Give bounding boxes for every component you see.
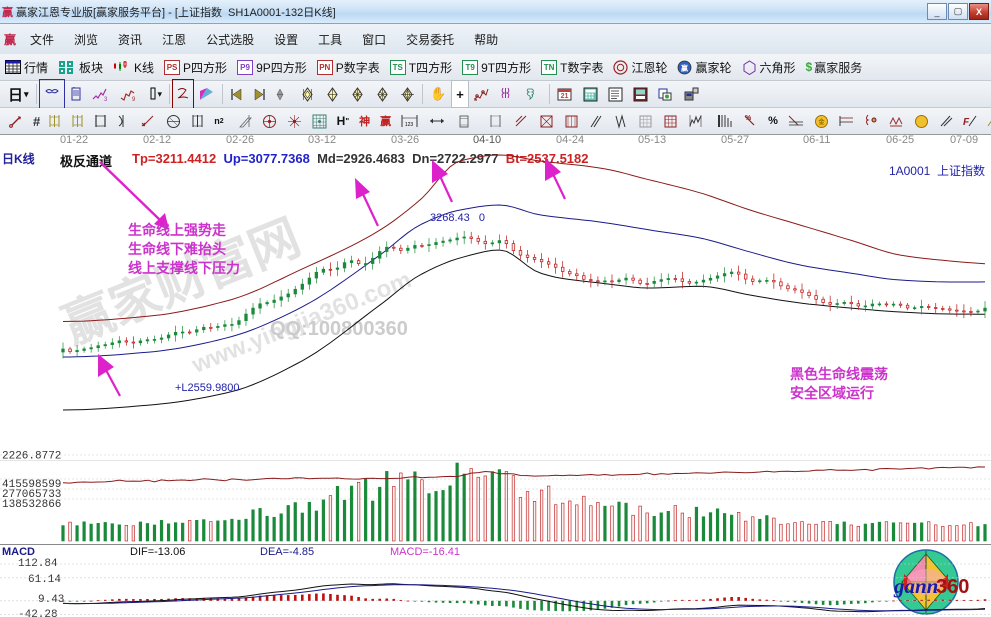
svg-text:123: 123 [405,122,414,128]
svg-text:9: 9 [132,97,136,102]
svg-text:赢: 赢 [681,63,688,72]
svg-text:金: 金 [817,118,825,126]
svg-text:3: 3 [104,97,108,102]
svg-text:21: 21 [560,93,568,100]
svg-text:2226.8772: 2226.8772 [2,451,61,461]
svg-text:%: % [745,115,752,122]
svg-text:F: F [963,117,970,128]
